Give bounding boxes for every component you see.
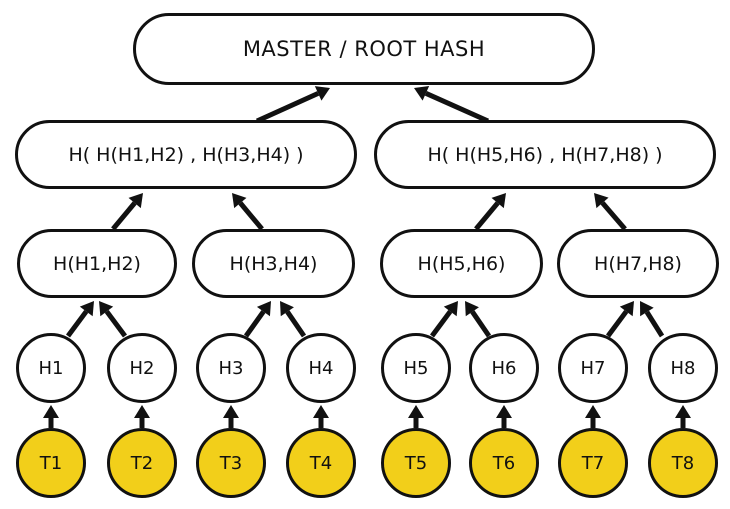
level1-label-left: H( H(H1,H2) , H(H3,H4) ) xyxy=(68,143,304,166)
arrow-t8-h8 xyxy=(675,405,691,428)
level2-label-h12: H(H1,H2) xyxy=(53,252,141,275)
arrow-t3-h3 xyxy=(223,405,239,428)
root-hash-node: MASTER / ROOT HASH xyxy=(133,13,595,85)
arrow-h6-h56 xyxy=(465,301,492,338)
level2-node-h56: H(H5,H6) xyxy=(380,229,543,298)
arrow-left-root xyxy=(255,86,330,124)
transaction-node-t3: T3 xyxy=(196,428,266,498)
arrow-h2-h12 xyxy=(99,301,128,338)
arrow-h56-right xyxy=(474,193,506,231)
arrow-h7-h78 xyxy=(605,301,634,338)
hash-label-h1: H1 xyxy=(38,357,64,379)
transaction-label-t5: T5 xyxy=(404,452,428,474)
level2-label-h56: H(H5,H6) xyxy=(417,252,506,275)
transaction-label-t6: T6 xyxy=(492,452,516,474)
arrow-h3-h34 xyxy=(243,301,271,338)
transaction-label-t3: T3 xyxy=(219,452,243,474)
transaction-label-t8: T8 xyxy=(671,452,695,474)
transaction-label-t7: T7 xyxy=(581,452,605,474)
level2-label-h78: H(H7,H8) xyxy=(594,252,682,275)
arrow-t6-h6 xyxy=(496,405,512,428)
level1-node-left: H( H(H1,H2) , H(H3,H4) ) xyxy=(15,120,357,189)
arrow-right-root xyxy=(414,85,490,124)
hash-node-h7: H7 xyxy=(558,333,628,403)
transaction-label-t1: T1 xyxy=(39,452,63,474)
transaction-node-t7: T7 xyxy=(558,428,628,498)
hash-label-h5: H5 xyxy=(403,357,429,379)
hash-node-h4: H4 xyxy=(286,333,356,403)
arrow-h8-h78 xyxy=(640,301,665,338)
level1-label-right: H( H(H5,H6) , H(H7,H8) ) xyxy=(427,143,663,166)
level1-node-right: H( H(H5,H6) , H(H7,H8) ) xyxy=(374,120,716,189)
hash-label-h2: H2 xyxy=(129,357,155,379)
arrow-t7-h7 xyxy=(585,405,601,428)
transaction-node-t4: T4 xyxy=(286,428,356,498)
arrow-h34-left xyxy=(232,193,264,231)
transaction-label-t4: T4 xyxy=(309,452,333,474)
transaction-node-t5: T5 xyxy=(381,428,451,498)
root-hash-label: MASTER / ROOT HASH xyxy=(242,37,486,61)
hash-label-h8: H8 xyxy=(670,357,696,379)
level2-label-h34: H(H3,H4) xyxy=(229,252,318,275)
level2-node-h78: H(H7,H8) xyxy=(557,229,719,298)
arrow-h12-left xyxy=(111,193,143,231)
level2-node-h12: H(H1,H2) xyxy=(17,229,177,298)
hash-node-h3: H3 xyxy=(196,333,266,403)
arrow-h4-h34 xyxy=(280,301,307,338)
arrow-t4-h4 xyxy=(313,405,329,428)
hash-node-h5: H5 xyxy=(381,333,451,403)
transaction-node-t6: T6 xyxy=(469,428,539,498)
hash-label-h3: H3 xyxy=(218,357,244,379)
hash-label-h6: H6 xyxy=(491,357,517,379)
hash-node-h6: H6 xyxy=(469,333,539,403)
transaction-node-t8: T8 xyxy=(648,428,718,498)
transaction-node-t1: T1 xyxy=(16,428,86,498)
arrow-t5-h5 xyxy=(408,405,424,428)
arrow-t1-h1 xyxy=(43,405,59,428)
level2-node-h34: H(H3,H4) xyxy=(192,229,355,298)
arrow-h5-h56 xyxy=(429,301,458,338)
arrow-h1-h12 xyxy=(65,301,94,338)
hash-node-h8: H8 xyxy=(648,333,718,403)
transaction-label-t2: T2 xyxy=(130,452,154,474)
transaction-node-t2: T2 xyxy=(107,428,177,498)
hash-label-h4: H4 xyxy=(308,357,334,379)
arrow-h78-right xyxy=(594,193,627,231)
hash-label-h7: H7 xyxy=(580,357,606,379)
hash-node-h2: H2 xyxy=(107,333,177,403)
arrow-t2-h2 xyxy=(134,405,150,428)
hash-node-h1: H1 xyxy=(16,333,86,403)
